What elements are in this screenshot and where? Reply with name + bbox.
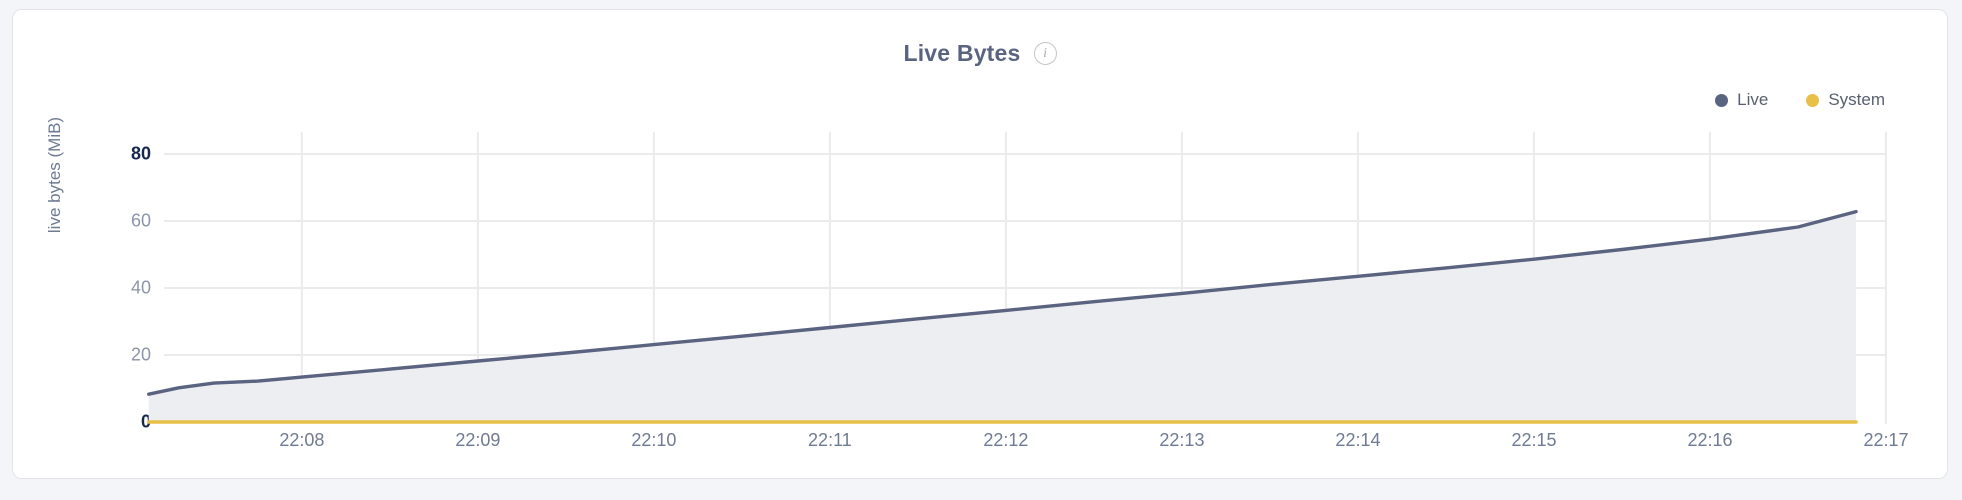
series-area-live [148, 211, 1857, 422]
y-axis-tick-label: 20 [130, 344, 151, 365]
legend-item-live[interactable]: Live [1715, 90, 1768, 110]
x-axis-tick-label: 22:13 [1159, 430, 1205, 450]
x-axis-tick-label: 22:14 [1335, 430, 1381, 450]
y-axis-tick-label: 0 [140, 411, 151, 432]
y-axis-tick-label: 40 [130, 277, 151, 298]
legend-label-system: System [1828, 90, 1885, 109]
x-axis-tick-label: 22:12 [983, 430, 1029, 450]
x-axis-tick-label: 22:10 [631, 430, 677, 450]
y-axis-ticks: 0 20 40 60 80 [91, 10, 151, 480]
chart-legend: Live System [1715, 90, 1885, 110]
chart-header: Live Bytes i [13, 40, 1947, 67]
info-icon[interactable]: i [1033, 42, 1057, 65]
legend-label-live: Live [1737, 90, 1769, 109]
plot-area: live bytes (MiB) 0 20 40 60 80 22:08 22:09 22:… [13, 10, 1949, 480]
page-title: Live Bytes [903, 40, 1021, 66]
x-axis-tick-label: 22:09 [455, 430, 501, 450]
chart-card: Live Bytes i Live System live bytes (MiB… [12, 9, 1948, 479]
y-axis-tick-label: 80 [130, 143, 151, 164]
chart-canvas [147, 132, 1887, 424]
y-axis-tick-label: 60 [130, 210, 151, 231]
legend-dot-system [1806, 93, 1820, 107]
x-axis-tick-label: 22:16 [1687, 430, 1733, 450]
x-axis-tick-label: 22:11 [808, 430, 852, 450]
legend-dot-live [1715, 93, 1729, 107]
x-axis-tick-label: 22:15 [1511, 430, 1557, 450]
x-axis-tick-label: 22:08 [279, 430, 325, 450]
x-axis-tick-label: 22:17 [1863, 430, 1909, 450]
legend-item-system[interactable]: System [1806, 90, 1885, 110]
series-line-live [147, 209, 1858, 396]
